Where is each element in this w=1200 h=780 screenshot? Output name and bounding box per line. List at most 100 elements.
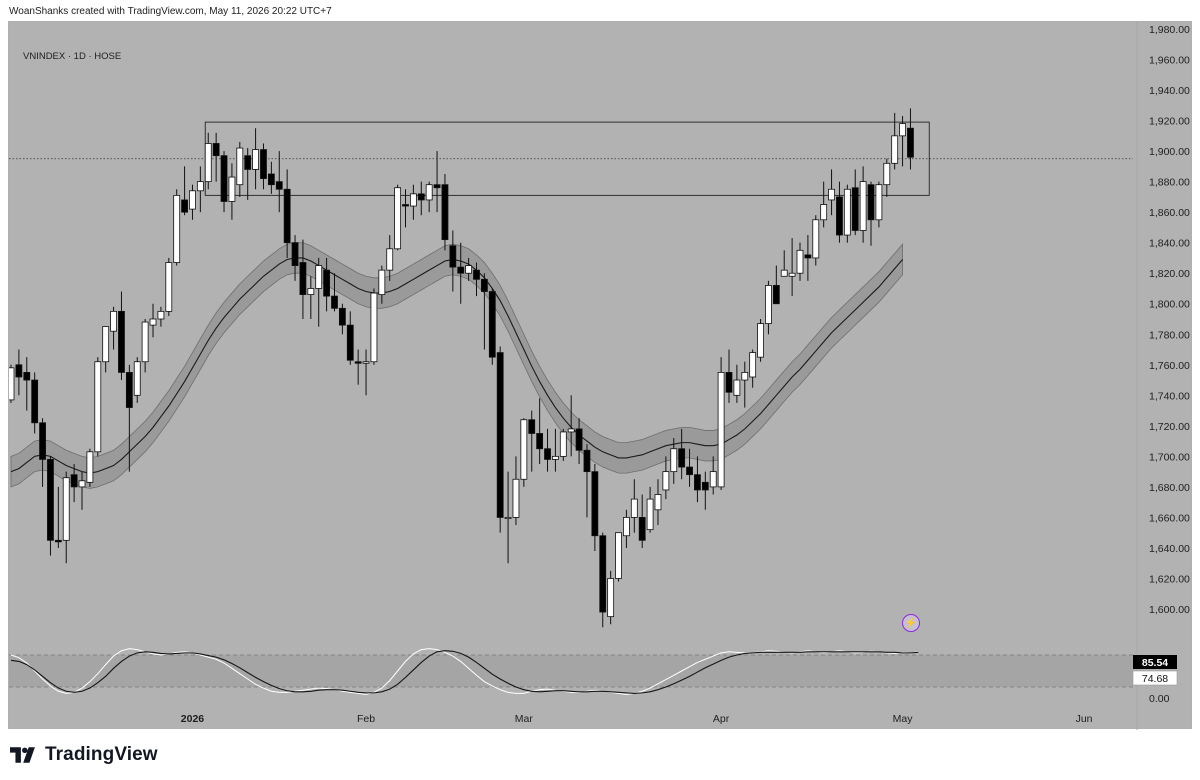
y-tick-label: 1,840.00 <box>1149 238 1190 250</box>
y-tick-label: 1,680.00 <box>1149 482 1190 494</box>
candle-body <box>520 419 528 480</box>
candle-body <box>859 181 867 231</box>
candle-body <box>559 431 567 457</box>
y-tick-label: 1,920.00 <box>1149 116 1190 128</box>
candle-body <box>54 539 62 543</box>
candle-body <box>181 199 188 213</box>
candle-body <box>425 184 433 201</box>
candle-body <box>583 449 591 473</box>
tradingview-logo-icon <box>10 747 35 763</box>
candle-body <box>236 147 244 186</box>
candle-body <box>157 310 165 320</box>
candle-body <box>788 272 796 277</box>
symbol-label: VNINDEX · 1D · HOSE <box>23 51 122 62</box>
y-tick-label: 1,860.00 <box>1149 207 1190 219</box>
candle-body <box>212 143 220 157</box>
oscillator-axis-label: 0.00 <box>1149 693 1170 705</box>
candle-body <box>133 361 141 396</box>
candle-body <box>70 474 78 488</box>
candle-body <box>528 419 536 434</box>
candle-body <box>409 193 417 207</box>
candle-body <box>828 188 835 201</box>
candle-body <box>496 352 504 518</box>
candle-body <box>480 278 488 292</box>
x-tick-label: May <box>893 713 914 725</box>
y-tick-label: 1,820.00 <box>1149 268 1190 280</box>
candle-body <box>291 242 299 266</box>
x-tick-label: Apr <box>713 713 730 725</box>
candle-body <box>796 249 804 274</box>
candle-body <box>417 193 425 201</box>
candle-body <box>851 187 859 231</box>
candle-body <box>670 448 678 473</box>
candle-body <box>599 535 607 613</box>
candle-body <box>567 428 575 433</box>
y-tick-label: 1,720.00 <box>1149 421 1190 433</box>
candle-body <box>899 123 906 137</box>
candle-body <box>630 498 638 518</box>
y-tick-label: 1,660.00 <box>1149 512 1190 524</box>
candle-body <box>733 379 741 396</box>
candle-body <box>544 448 551 460</box>
candle-body <box>623 517 630 537</box>
candle-body <box>228 176 236 202</box>
candle-body <box>646 498 654 531</box>
candle-body <box>196 181 204 192</box>
y-tick-label: 1,600.00 <box>1149 604 1190 616</box>
y-tick-label: 1,940.00 <box>1149 85 1190 97</box>
candle-body <box>323 269 331 297</box>
candle-body <box>875 184 883 221</box>
oscillator-signal-badge <box>1132 670 1178 686</box>
candle-body <box>141 321 149 363</box>
x-tick-label: 2026 <box>181 713 205 725</box>
y-tick-label: 1,880.00 <box>1149 177 1190 189</box>
candle-body <box>591 471 599 537</box>
y-tick-label: 1,760.00 <box>1149 360 1190 372</box>
candle-body <box>118 310 125 373</box>
indicator-bolt-icon[interactable]: ⚡ <box>902 614 920 632</box>
candle-body <box>283 188 291 244</box>
brand-name: TradingView <box>45 744 158 765</box>
candle-body <box>23 372 31 381</box>
chart-header-credit: WoanShanks created with TradingView.com,… <box>9 6 332 17</box>
candle-body <box>465 265 473 274</box>
candle-body <box>449 245 457 268</box>
tradingview-logo: TradingView <box>10 744 158 766</box>
candle-body <box>867 184 875 221</box>
candle-body <box>31 379 39 424</box>
candle-body <box>654 494 662 511</box>
oscillator-slow-line <box>10 650 919 694</box>
candle-body <box>362 361 370 364</box>
candle-body <box>812 219 820 259</box>
candle-body <box>189 190 196 210</box>
candle-body <box>307 288 315 295</box>
oscillator-value-badge <box>1133 655 1177 669</box>
candle-body <box>125 372 133 408</box>
ma-line <box>10 257 903 474</box>
candle-body <box>441 184 449 241</box>
y-tick-label: 1,700.00 <box>1149 451 1190 463</box>
candle-body <box>433 184 441 189</box>
candle-body <box>394 187 402 250</box>
candle-body <box>275 181 283 190</box>
candle-body <box>354 361 362 364</box>
candle-body <box>94 361 102 453</box>
candle-body <box>804 254 812 259</box>
y-tick-label: 1,780.00 <box>1149 329 1190 341</box>
candle-body <box>378 269 386 295</box>
candle-body <box>741 372 749 381</box>
candle-body <box>15 364 23 378</box>
candle-body <box>907 127 914 158</box>
candle-body <box>772 285 780 305</box>
candle-body <box>165 262 173 312</box>
chart-frame[interactable]: 1,980.00 1,960.00 1,940.00 1,920.00 1,900.00… <box>8 21 1193 730</box>
candle-body <box>78 480 86 488</box>
candle-body <box>386 248 394 271</box>
candle-body <box>607 578 615 618</box>
candlestick-chart[interactable]: 1,980.00 1,960.00 1,940.00 1,920.00 1,900.00… <box>9 22 1193 730</box>
candle-body <box>47 459 54 541</box>
x-tick-label: Jun <box>1076 713 1093 725</box>
oscillator-signal-badge-text: 74.68 <box>1142 673 1168 685</box>
y-tick-label: 1,620.00 <box>1149 573 1190 585</box>
y-tick-label: 1,900.00 <box>1149 146 1190 158</box>
